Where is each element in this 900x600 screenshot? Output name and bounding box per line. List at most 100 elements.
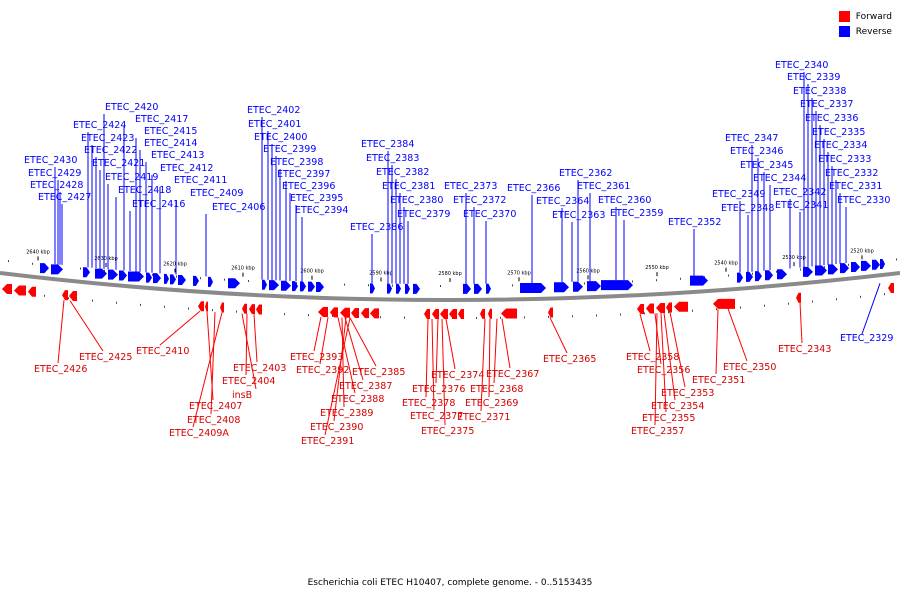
forward-gene-leader <box>445 318 456 370</box>
reverse-gene-arrow <box>119 270 127 281</box>
scale-label: 2630 kbp <box>94 256 118 262</box>
scale-tick <box>242 272 244 277</box>
forward-gene-leader <box>313 316 322 352</box>
reverse-gene-label: ETEC_2380 <box>390 195 443 206</box>
reverse-gene-label: ETEC_2341 <box>775 200 828 211</box>
reverse-gene-label: ETEC_2334 <box>814 140 867 151</box>
forward-gene-label: ETEC_2371 <box>457 412 510 423</box>
axis-tick-dot <box>596 314 597 317</box>
reverse-gene-arrow <box>387 283 392 294</box>
forward-gene-label: ETEC_2392 <box>296 365 349 376</box>
reverse-gene-arrow <box>765 270 773 281</box>
reverse-gene-label: ETEC_2335 <box>812 127 865 138</box>
scale-label: 2610 kbp <box>231 266 255 272</box>
reverse-gene-label: ETEC_2411 <box>174 175 227 186</box>
forward-gene-label: ETEC_2376 <box>412 384 465 395</box>
forward-gene-leader <box>159 310 201 346</box>
scale-tick <box>311 275 313 280</box>
forward-gene-label: ETEC_2387 <box>339 381 392 392</box>
forward-gene-leader <box>488 318 491 398</box>
axis-tick-dot <box>296 282 297 285</box>
forward-gene-label: ETEC_2404 <box>222 376 275 387</box>
reverse-gene-label: ETEC_2418 <box>118 185 171 196</box>
reverse-gene-label: ETEC_2386 <box>350 222 403 233</box>
legend-reverse-label: Reverse <box>855 26 892 37</box>
forward-gene-label: ETEC_2409A <box>169 428 229 439</box>
forward-gene-arrow <box>361 308 369 319</box>
axis-tick-dot <box>656 279 657 282</box>
reverse-gene-arrow <box>193 275 199 286</box>
axis-tick-dot <box>812 300 813 303</box>
reverse-gene-label: ETEC_2400 <box>254 132 307 143</box>
reverse-gene-label: ETEC_2359 <box>610 208 663 219</box>
forward-gene-leader <box>349 317 377 367</box>
forward-gene-leader <box>639 313 651 352</box>
axis-tick-dot <box>440 284 441 287</box>
axis-tick-dot <box>68 297 69 300</box>
reverse-gene-label: ETEC_2384 <box>361 139 414 150</box>
axis-tick-dot <box>32 262 33 265</box>
forward-gene-label: ETEC_2393 <box>290 352 343 363</box>
reverse-gene-label: ETEC_2373 <box>444 181 497 192</box>
scale-label: 2640 kbp <box>26 249 50 255</box>
reverse-gene-label: ETEC_2344 <box>753 173 806 184</box>
forward-gene-arrow <box>440 308 448 319</box>
reverse-swatch <box>838 26 850 37</box>
reverse-gene-label: ETEC_2338 <box>793 86 846 97</box>
reverse-gene-arrow <box>405 283 410 294</box>
forward-gene-label: ETEC_2358 <box>626 352 679 363</box>
axis-tick-dot <box>140 303 141 306</box>
reverse-gene-label: ETEC_2329 <box>840 333 893 344</box>
scale-tick <box>174 268 176 273</box>
forward-gene-arrow <box>340 307 350 318</box>
reverse-gene-label: ETEC_2330 <box>837 195 890 206</box>
axis-tick-dot <box>392 284 393 287</box>
reverse-gene-label: ETEC_2430 <box>24 155 77 166</box>
axis-tick-dot <box>512 284 513 287</box>
axis-tick-dot <box>284 313 285 316</box>
forward-gene-label: ETEC_2354 <box>651 401 704 412</box>
axis-tick-dot <box>752 272 753 275</box>
forward-gene-leader <box>660 312 667 413</box>
forward-gene-label: ETEC_2391 <box>301 436 354 447</box>
forward-gene-leader <box>337 317 356 394</box>
reverse-gene-arrow <box>370 283 375 294</box>
reverse-gene-label: ETEC_2412 <box>160 163 213 174</box>
forward-gene-label: ETEC_2343 <box>778 344 831 355</box>
reverse-gene-label: ETEC_2331 <box>829 181 882 192</box>
reverse-gene-arrow <box>880 259 885 270</box>
forward-gene-arrow <box>637 304 644 315</box>
axis-tick-dot <box>668 311 669 314</box>
forward-gene-arrow <box>449 308 457 319</box>
forward-gene-label: ETEC_2368 <box>470 384 523 395</box>
reverse-gene-label: ETEC_2399 <box>263 144 316 155</box>
scale-label: 2600 kbp <box>300 269 324 275</box>
forward-gene-label: ETEC_2375 <box>421 426 474 437</box>
reverse-gene-label: ETEC_2346 <box>730 146 783 157</box>
forward-gene-leader <box>341 317 345 408</box>
scale-tick <box>656 272 658 277</box>
reverse-gene-arrow <box>413 283 420 294</box>
reverse-gene-arrow <box>851 262 860 273</box>
scale-label: 2620 kbp <box>163 261 187 267</box>
forward-gene-label: ETEC_2367 <box>486 369 539 380</box>
reverse-gene-arrow <box>108 269 118 280</box>
reverse-gene-arrow <box>300 281 306 292</box>
reverse-gene-arrow <box>463 283 471 294</box>
reverse-gene-label: ETEC_2421 <box>92 158 145 169</box>
forward-gene-arrow <box>432 308 439 319</box>
forward-gene-leader <box>333 317 347 422</box>
reverse-gene-label: ETEC_2419 <box>105 172 158 183</box>
reverse-gene-arrow <box>803 266 813 277</box>
reverse-gene-arrow <box>474 283 482 294</box>
reverse-gene-label: ETEC_2337 <box>800 99 853 110</box>
forward-gene-label: ETEC_2407 <box>189 401 242 412</box>
reverse-gene-label: ETEC_2339 <box>787 72 840 83</box>
reverse-gene-arrow <box>520 282 546 293</box>
reverse-gene-label: ETEC_2396 <box>282 181 335 192</box>
scale-label: 2570 kbp <box>507 270 531 276</box>
forward-gene-arrow <box>666 302 672 313</box>
forward-gene-label: ETEC_2350 <box>723 362 776 373</box>
reverse-gene-label: ETEC_2360 <box>598 195 651 206</box>
